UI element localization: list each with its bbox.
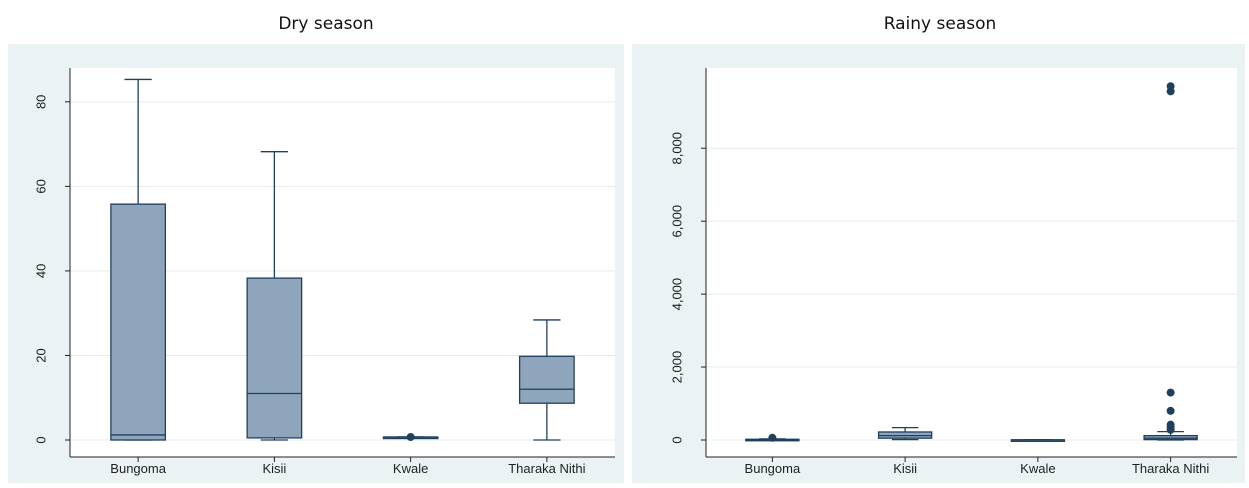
chart-title-rainy-season: Rainy season (883, 14, 997, 34)
panel-rainy-season: 0 2,000 4,000 6,000 8,000 Bungoma Kisii Kwale Th… (669, 68, 1237, 476)
category-label: Bungoma (110, 461, 166, 476)
box (110, 203, 167, 441)
y-tick-label: 2,000 (669, 351, 684, 384)
outlier-point (1166, 388, 1175, 397)
box (518, 355, 575, 404)
y-tick-label: 60 (33, 179, 48, 193)
y-tick-label: 4,000 (669, 278, 684, 311)
outlier-point (1166, 82, 1175, 91)
y-tick-label: 0 (33, 436, 48, 443)
y-tick-label: 20 (33, 348, 48, 362)
plot-area-rainy (706, 68, 1237, 457)
y-tick-label: 6,000 (669, 205, 684, 238)
y-tick-label: 80 (33, 95, 48, 109)
category-label: Kwale (393, 461, 428, 476)
outlier-point (1166, 420, 1175, 429)
category-label: Tharaka Nithi (1132, 461, 1209, 476)
chart-title-dry-season: Dry season (278, 14, 374, 34)
y-tick-label: 40 (33, 264, 48, 278)
outlier-point (1166, 406, 1175, 415)
category-label: Tharaka Nithi (508, 461, 585, 476)
y-tick-label: 0 (669, 436, 684, 443)
outlier-point (768, 433, 777, 442)
category-label: Kisii (262, 461, 286, 476)
category-label: Bungoma (745, 461, 801, 476)
box (246, 277, 303, 439)
panel-dry-season: 0 20 40 60 80 Bungoma Kisii Kwale Tharaka Nithi (33, 68, 615, 476)
category-label: Kwale (1020, 461, 1055, 476)
y-tick-label: 8,000 (669, 132, 684, 165)
outlier-point (406, 433, 415, 442)
category-label: Kisii (893, 461, 917, 476)
